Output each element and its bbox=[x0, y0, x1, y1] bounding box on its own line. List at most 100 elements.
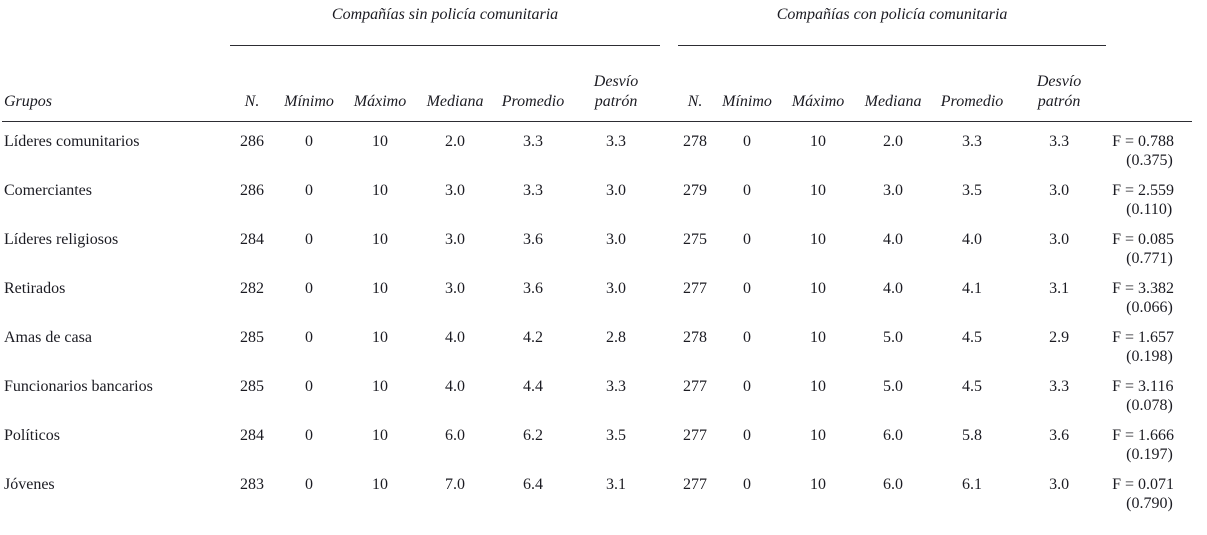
con-minimo-value: 0 bbox=[743, 377, 752, 395]
sin-minimo-value: 0 bbox=[305, 279, 313, 297]
sin-minimo-value: 0 bbox=[305, 230, 313, 248]
f-test-cell: F = 0.085 (0.771) bbox=[1106, 220, 1192, 269]
con-promedio-value: 4.5 bbox=[962, 328, 983, 346]
sin-n-value: 286 bbox=[240, 132, 264, 150]
spanner-con-policia: Compañías con policía comunitaria bbox=[678, 0, 1107, 46]
column-header-grupos: Grupos bbox=[2, 45, 230, 122]
f-test-cell: F = 3.382 (0.066) bbox=[1106, 269, 1192, 318]
con-maximo-value: 10 bbox=[810, 181, 827, 199]
sin-desvio-value: 3.1 bbox=[606, 475, 627, 493]
sin-desvio-value: 3.3 bbox=[606, 377, 627, 395]
con-mediana-value: 5.0 bbox=[883, 377, 904, 395]
con-n-value: 277 bbox=[683, 426, 708, 444]
column-header-con-minimo: Mínimo bbox=[712, 45, 783, 122]
block-gap-spacer bbox=[660, 121, 678, 171]
table-row: Retirados 282 0 10 3.0 3.6 3.0 277 0 10 … bbox=[2, 269, 1192, 318]
table-row: Amas de casa 285 0 10 4.0 4.2 2.8 278 0 … bbox=[2, 318, 1192, 367]
group-name: Comerciantes bbox=[4, 181, 92, 199]
f-statistic: F = 0.788 bbox=[1112, 132, 1175, 150]
f-statistic: F = 3.382 bbox=[1112, 279, 1175, 297]
p-value: (0.375) bbox=[1126, 151, 1173, 169]
column-header-con-desvio: Desvío patrón bbox=[1012, 45, 1107, 122]
f-test-cell: F = 1.666 (0.197) bbox=[1106, 416, 1192, 465]
con-minimo-value: 0 bbox=[743, 426, 752, 444]
sin-promedio-value: 6.2 bbox=[523, 426, 543, 444]
sin-mediana-value: 3.0 bbox=[445, 279, 465, 297]
sin-n-value: 282 bbox=[240, 279, 264, 297]
con-mediana-value: 5.0 bbox=[883, 328, 904, 346]
con-mediana-value: 3.0 bbox=[883, 181, 904, 199]
table-body: Líderes comunitarios 286 0 10 2.0 3.3 3.… bbox=[2, 121, 1192, 514]
con-n-value: 277 bbox=[683, 279, 708, 297]
group-name: Retirados bbox=[4, 279, 66, 297]
con-mediana-value: 4.0 bbox=[883, 279, 904, 297]
sin-n-value: 285 bbox=[240, 377, 264, 395]
con-n-value: 277 bbox=[683, 377, 708, 395]
con-minimo-value: 0 bbox=[743, 181, 752, 199]
column-header-sin-mediana: Mediana bbox=[416, 45, 494, 122]
table-row: Comerciantes 286 0 10 3.0 3.3 3.0 279 0 … bbox=[2, 171, 1192, 220]
sin-mediana-value: 7.0 bbox=[445, 475, 465, 493]
sin-maximo-value: 10 bbox=[372, 377, 388, 395]
con-desvio-value: 3.3 bbox=[1049, 132, 1070, 150]
table-row: Líderes comunitarios 286 0 10 2.0 3.3 3.… bbox=[2, 121, 1192, 171]
group-name: Líderes comunitarios bbox=[4, 132, 140, 150]
spanner-sin-policia: Compañías sin policía comunitaria bbox=[230, 0, 661, 46]
con-mediana-value: 6.0 bbox=[883, 475, 904, 493]
block-gap-spacer bbox=[660, 0, 678, 45]
con-desvio-value: 2.9 bbox=[1049, 328, 1070, 346]
p-value: (0.066) bbox=[1126, 298, 1173, 316]
p-value: (0.197) bbox=[1126, 445, 1173, 463]
f-test-cell: F = 3.116 (0.078) bbox=[1106, 367, 1192, 416]
sin-promedio-value: 6.4 bbox=[523, 475, 543, 493]
sin-mediana-value: 6.0 bbox=[445, 426, 465, 444]
column-header-con-promedio: Promedio bbox=[932, 45, 1013, 122]
sin-mediana-value: 3.0 bbox=[445, 181, 465, 199]
con-promedio-value: 3.3 bbox=[962, 132, 983, 150]
con-maximo-value: 10 bbox=[810, 132, 827, 150]
f-statistic: F = 2.559 bbox=[1112, 181, 1175, 199]
spanner-f-spacer bbox=[1106, 0, 1192, 45]
sin-promedio-value: 4.4 bbox=[523, 377, 543, 395]
table-row: Políticos 284 0 10 6.0 6.2 3.5 277 0 10 … bbox=[2, 416, 1192, 465]
sin-mediana-value: 4.0 bbox=[445, 328, 465, 346]
sin-n-value: 285 bbox=[240, 328, 264, 346]
con-desvio-value: 3.0 bbox=[1049, 181, 1070, 199]
con-minimo-value: 0 bbox=[743, 328, 752, 346]
con-n-value: 277 bbox=[683, 475, 708, 493]
con-minimo-value: 0 bbox=[743, 230, 752, 248]
group-statistics-table: Compañías sin policía comunitaria Compañ… bbox=[2, 0, 1193, 514]
sin-n-value: 283 bbox=[240, 475, 264, 493]
con-n-value: 278 bbox=[683, 132, 708, 150]
con-n-value: 278 bbox=[683, 328, 708, 346]
con-desvio-value: 3.0 bbox=[1049, 230, 1070, 248]
block-gap-spacer bbox=[660, 465, 678, 514]
con-desvio-value: 3.3 bbox=[1049, 377, 1070, 395]
con-promedio-value: 4.0 bbox=[962, 230, 983, 248]
sin-minimo-value: 0 bbox=[305, 132, 313, 150]
block-gap-spacer bbox=[660, 416, 678, 465]
sin-promedio-value: 3.3 bbox=[523, 132, 543, 150]
con-maximo-value: 10 bbox=[810, 328, 827, 346]
sin-minimo-value: 0 bbox=[305, 475, 313, 493]
group-name: Jóvenes bbox=[4, 475, 55, 493]
block-gap-spacer bbox=[660, 45, 679, 122]
block-gap-spacer bbox=[660, 367, 678, 416]
con-promedio-value: 3.5 bbox=[962, 181, 983, 199]
block-gap-spacer bbox=[660, 269, 678, 318]
con-mediana-value: 4.0 bbox=[883, 230, 904, 248]
sin-maximo-value: 10 bbox=[372, 328, 388, 346]
table-header: Compañías sin policía comunitaria Compañ… bbox=[2, 0, 1193, 122]
sin-minimo-value: 0 bbox=[305, 377, 313, 395]
sin-maximo-value: 10 bbox=[372, 230, 388, 248]
sin-mediana-value: 2.0 bbox=[445, 132, 465, 150]
p-value: (0.110) bbox=[1126, 200, 1173, 218]
group-name: Amas de casa bbox=[4, 328, 92, 346]
sin-maximo-value: 10 bbox=[372, 279, 388, 297]
column-header-con-mediana: Mediana bbox=[854, 45, 933, 122]
con-promedio-value: 4.5 bbox=[962, 377, 983, 395]
sin-desvio-value: 3.0 bbox=[606, 279, 627, 297]
spanner-row: Compañías sin policía comunitaria Compañ… bbox=[2, 0, 1192, 46]
p-value: (0.198) bbox=[1126, 347, 1173, 365]
f-statistic: F = 1.666 bbox=[1112, 426, 1175, 444]
